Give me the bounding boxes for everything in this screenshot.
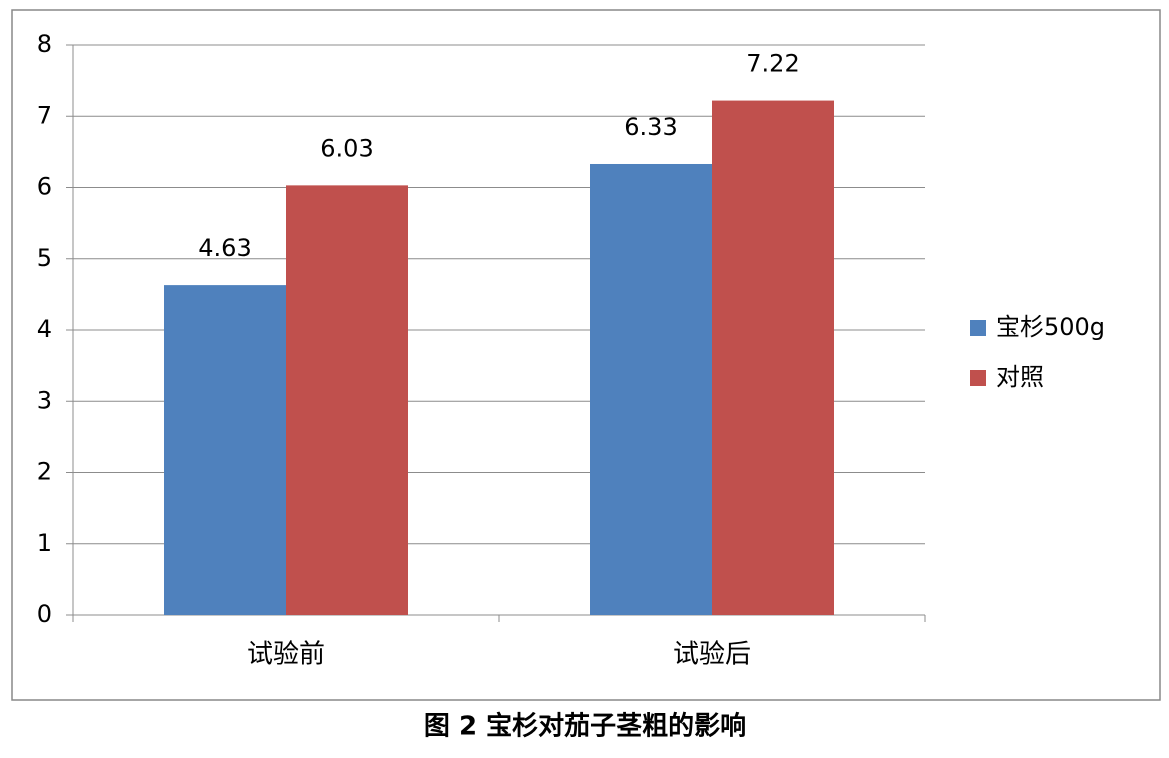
y-tick-label: 2 bbox=[37, 458, 52, 486]
bar bbox=[590, 163, 712, 616]
y-tick-label: 8 bbox=[37, 30, 52, 58]
x-tick-label: 试验前 bbox=[247, 640, 325, 670]
y-tick-label: 6 bbox=[37, 173, 52, 201]
value-label: 6.03 bbox=[320, 134, 373, 162]
value-label: 6.33 bbox=[624, 113, 677, 141]
y-tick-label: 1 bbox=[37, 529, 52, 557]
y-tick-label: 0 bbox=[37, 600, 52, 628]
chart-caption: 图 2 宝杉对茄子茎粗的影响 bbox=[424, 711, 746, 742]
legend-swatch bbox=[970, 320, 986, 336]
y-tick-label: 3 bbox=[37, 386, 52, 414]
bar bbox=[164, 285, 286, 615]
value-label: 4.63 bbox=[198, 234, 251, 262]
legend-swatch bbox=[970, 370, 986, 386]
y-tick-label: 5 bbox=[37, 244, 52, 272]
bar bbox=[286, 185, 408, 616]
x-tick-label: 试验后 bbox=[673, 640, 751, 670]
legend-label: 宝杉500g bbox=[996, 313, 1105, 341]
legend-label: 对照 bbox=[996, 363, 1044, 391]
y-tick-label: 7 bbox=[37, 101, 52, 129]
bar bbox=[712, 100, 834, 615]
y-tick-label: 4 bbox=[37, 315, 52, 343]
value-label: 7.22 bbox=[746, 50, 799, 78]
